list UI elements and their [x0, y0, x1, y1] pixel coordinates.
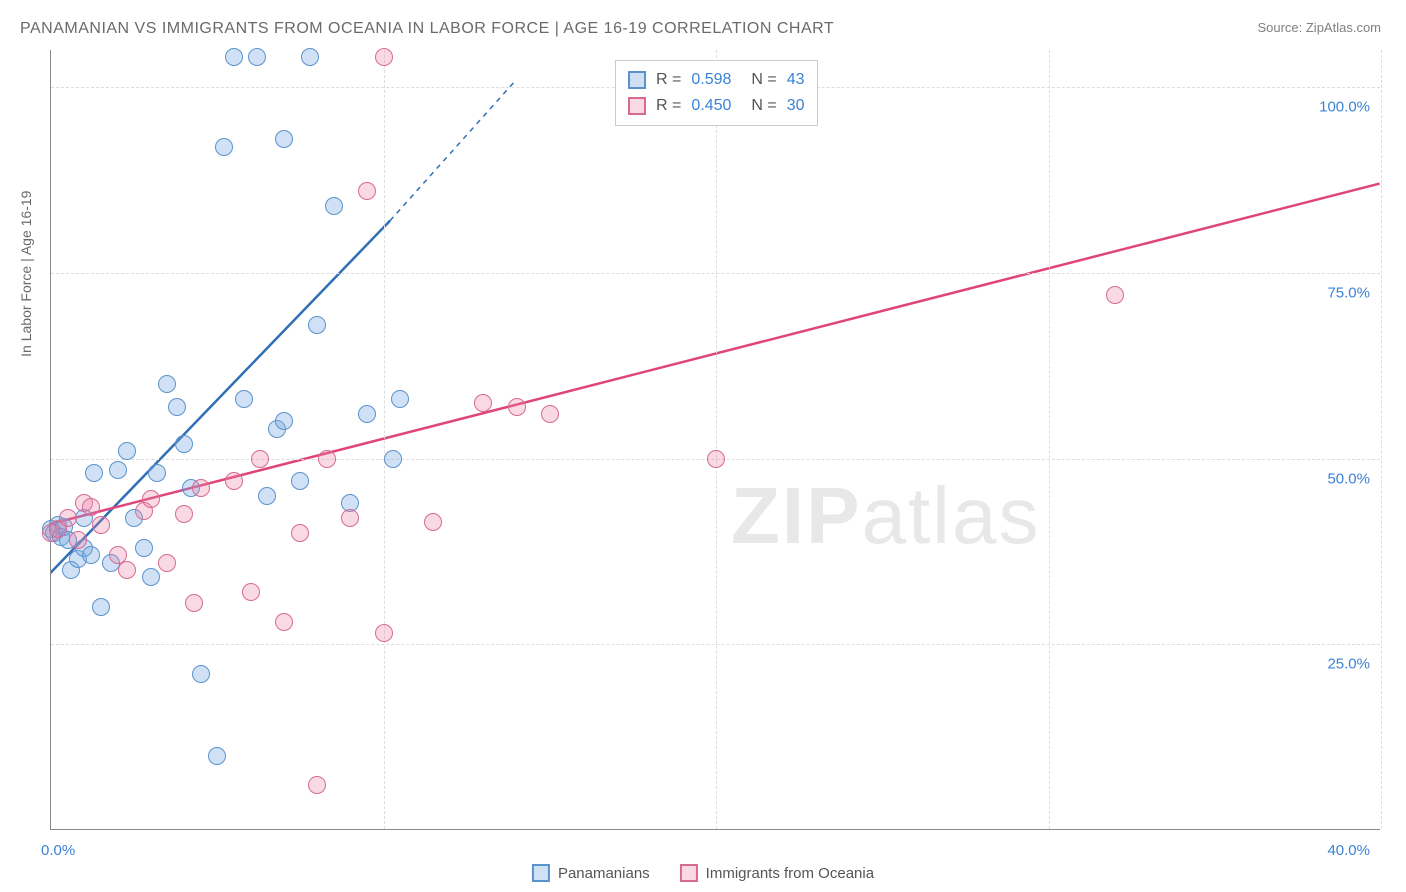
scatter-point — [541, 405, 559, 423]
legend-r-label: R = — [656, 97, 681, 115]
scatter-point — [291, 472, 309, 490]
legend-n-label: N = — [751, 97, 776, 115]
legend-stats: R = 0.598 N = 43 R = 0.450 N = 30 — [615, 60, 818, 126]
legend-r-label: R = — [656, 71, 681, 89]
legend-label-oceania: Immigrants from Oceania — [706, 865, 874, 882]
gridline-v — [1049, 50, 1050, 829]
scatter-point — [118, 561, 136, 579]
scatter-point — [242, 583, 260, 601]
scatter-point — [158, 375, 176, 393]
scatter-point — [175, 435, 193, 453]
swatch-icon — [628, 97, 646, 115]
scatter-point — [82, 546, 100, 564]
watermark-rest: atlas — [861, 471, 1040, 560]
scatter-point — [235, 390, 253, 408]
legend-r-value: 0.450 — [691, 97, 731, 115]
scatter-point — [424, 513, 442, 531]
scatter-point — [375, 48, 393, 66]
scatter-point — [185, 594, 203, 612]
y-axis-label: In Labor Force | Age 16-19 — [18, 191, 34, 357]
scatter-point — [208, 747, 226, 765]
scatter-point — [92, 598, 110, 616]
scatter-point — [508, 398, 526, 416]
scatter-point — [707, 450, 725, 468]
scatter-point — [142, 568, 160, 586]
scatter-point — [59, 509, 77, 527]
legend-stats-row: R = 0.598 N = 43 — [628, 67, 805, 93]
legend-n-value: 43 — [787, 71, 805, 89]
scatter-point — [135, 539, 153, 557]
scatter-point — [148, 464, 166, 482]
xtick-label-left: 0.0% — [41, 842, 75, 859]
scatter-point — [168, 398, 186, 416]
correlation-chart: PANAMANIAN VS IMMIGRANTS FROM OCEANIA IN… — [0, 0, 1406, 892]
scatter-point — [225, 472, 243, 490]
scatter-point — [341, 509, 359, 527]
scatter-point — [375, 624, 393, 642]
scatter-point — [248, 48, 266, 66]
scatter-point — [301, 48, 319, 66]
swatch-oceania — [680, 864, 698, 882]
legend-n-value: 30 — [787, 97, 805, 115]
scatter-point — [275, 613, 293, 631]
scatter-point — [358, 182, 376, 200]
legend-stats-row: R = 0.450 N = 30 — [628, 93, 805, 119]
scatter-point — [215, 138, 233, 156]
ytick-label: 25.0% — [1327, 656, 1370, 673]
scatter-point — [391, 390, 409, 408]
scatter-point — [275, 130, 293, 148]
legend-bottom: Panamanians Immigrants from Oceania — [532, 864, 874, 882]
watermark: ZIPatlas — [731, 470, 1040, 562]
scatter-point — [308, 776, 326, 794]
watermark-bold: ZIP — [731, 471, 861, 560]
scatter-point — [175, 505, 193, 523]
scatter-point — [291, 524, 309, 542]
scatter-point — [1106, 286, 1124, 304]
scatter-point — [318, 450, 336, 468]
legend-n-label: N = — [751, 71, 776, 89]
xtick-label-right: 40.0% — [1327, 842, 1370, 859]
scatter-point — [275, 412, 293, 430]
scatter-point — [358, 405, 376, 423]
legend-label-panamanians: Panamanians — [558, 865, 650, 882]
scatter-point — [325, 197, 343, 215]
legend-r-value: 0.598 — [691, 71, 731, 89]
plot-area: ZIPatlas 25.0%50.0%75.0%100.0%0.0%40.0%R… — [50, 50, 1380, 830]
chart-title: PANAMANIAN VS IMMIGRANTS FROM OCEANIA IN… — [20, 20, 834, 38]
source-text: Source: ZipAtlas.com — [1257, 20, 1381, 35]
swatch-icon — [628, 71, 646, 89]
gridline-v — [1381, 50, 1382, 829]
scatter-point — [158, 554, 176, 572]
scatter-point — [92, 516, 110, 534]
ytick-label: 100.0% — [1319, 99, 1370, 116]
gridline-v — [384, 50, 385, 829]
scatter-point — [192, 665, 210, 683]
scatter-point — [258, 487, 276, 505]
scatter-point — [308, 316, 326, 334]
legend-item-oceania: Immigrants from Oceania — [680, 864, 874, 882]
scatter-point — [82, 498, 100, 516]
scatter-point — [85, 464, 103, 482]
ytick-label: 50.0% — [1327, 470, 1370, 487]
scatter-point — [118, 442, 136, 460]
legend-item-panamanians: Panamanians — [532, 864, 650, 882]
scatter-point — [225, 48, 243, 66]
scatter-point — [474, 394, 492, 412]
scatter-point — [384, 450, 402, 468]
scatter-point — [69, 531, 87, 549]
scatter-point — [109, 461, 127, 479]
scatter-point — [192, 479, 210, 497]
ytick-label: 75.0% — [1327, 284, 1370, 301]
scatter-point — [142, 490, 160, 508]
swatch-panamanians — [532, 864, 550, 882]
scatter-point — [251, 450, 269, 468]
gridline-v — [716, 50, 717, 829]
